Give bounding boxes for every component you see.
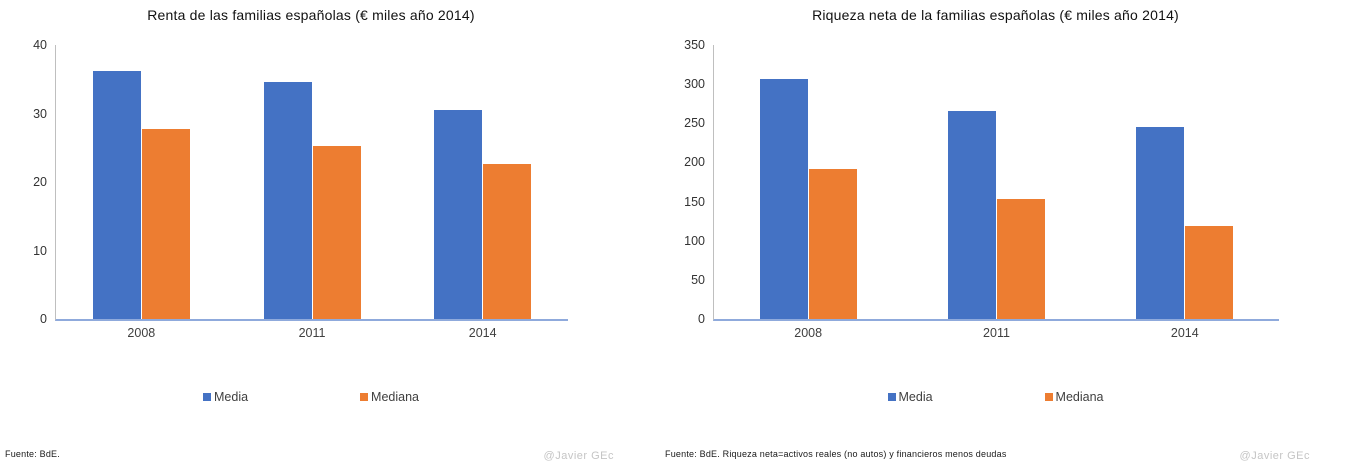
legend-swatch-media-icon	[887, 393, 896, 401]
bar-mediana-2014	[1185, 225, 1234, 319]
bar-mediana-2011	[996, 199, 1045, 319]
legend-swatch-media-icon	[203, 393, 211, 401]
bar-media-2008	[759, 79, 808, 319]
legend-swatch-mediana-icon	[360, 393, 369, 401]
y-axis-tick-labels: 0 10 20 30 40	[10, 38, 56, 326]
y-tick-label-200: 200	[684, 155, 705, 170]
bar-group-2008	[56, 45, 227, 319]
x-axis-tick-labels: 2008 2011 2014	[714, 326, 1279, 340]
x-tick-label-2008: 2008	[127, 326, 156, 340]
bar-media-2011	[947, 110, 996, 319]
legend-label-media: Media	[898, 390, 933, 404]
y-tick-label-150: 150	[684, 194, 705, 209]
bar-mediana-2011	[312, 146, 361, 319]
legend-label-media: Media	[214, 390, 249, 404]
y-tick-label-100: 100	[684, 233, 705, 248]
y-tick-label-350: 350	[684, 38, 705, 52]
x-tick-label-2011: 2011	[983, 326, 1010, 340]
bar-group-2014	[1091, 45, 1279, 319]
y-tick-label-50: 50	[691, 272, 705, 287]
y-tick-label-300: 300	[684, 77, 705, 92]
x-tick-label-2014: 2014	[1170, 326, 1199, 340]
y-tick-label-20: 20	[33, 175, 47, 189]
legend-renta: Media Mediana	[55, 390, 567, 404]
chart-title-riqueza: Riqueza neta de la familias españolas (€…	[812, 7, 1179, 23]
chart-title-renta: Renta de las familias españolas (€ miles…	[147, 7, 475, 23]
chart-panel-riqueza: Riqueza neta de la familias españolas (€…	[660, 0, 1353, 472]
legend-item-mediana: Mediana	[360, 390, 419, 404]
x-tick-label-2011: 2011	[298, 326, 326, 340]
bar-group-2008	[714, 45, 902, 319]
plot-area-renta: 0 10 20 30 40 2008 2011 2014	[33, 38, 568, 340]
y-tick-label-0: 0	[698, 312, 705, 326]
chart-panel-renta: Renta de las familias españolas (€ miles…	[0, 0, 676, 472]
y-tick-label-250: 250	[684, 116, 705, 131]
y-tick-label-30: 30	[33, 106, 47, 121]
bar-group-2011	[227, 45, 398, 319]
legend-item-mediana: Mediana	[1044, 390, 1104, 404]
bar-media-2014	[434, 110, 483, 319]
legend-item-media: Media	[203, 390, 248, 404]
legend-swatch-mediana-icon	[1044, 393, 1053, 401]
bar-mediana-2008	[141, 128, 190, 319]
x-tick-label-2008: 2008	[794, 326, 823, 340]
bar-media-2008	[92, 71, 141, 319]
bar-series-container	[714, 45, 1279, 319]
bar-media-2014	[1136, 127, 1185, 319]
source-note-renta: Fuente: BdE.	[5, 449, 60, 459]
credit-watermark-renta: @Javier GEc	[543, 450, 614, 462]
x-axis-tick-labels: 2008 2011 2014	[56, 326, 568, 340]
legend-item-media: Media	[887, 390, 933, 404]
bar-mediana-2008	[808, 169, 857, 319]
legend-label-mediana: Mediana	[1055, 390, 1104, 404]
y-tick-label-0: 0	[40, 312, 47, 326]
y-tick-label-10: 10	[33, 243, 47, 258]
bar-series-container	[56, 45, 568, 319]
y-axis-tick-labels: 0 50 100 150 200 250 300 350	[668, 38, 714, 326]
source-note-riqueza: Fuente: BdE. Riqueza neta=activos reales…	[665, 449, 1007, 459]
credit-watermark-riqueza: @Javier GEc	[1239, 450, 1310, 462]
bar-mediana-2014	[483, 163, 532, 319]
legend-riqueza: Media Mediana	[713, 390, 1278, 404]
legend-label-mediana: Mediana	[371, 390, 419, 404]
bar-media-2011	[263, 82, 312, 319]
bar-group-2014	[397, 45, 568, 319]
y-tick-label-40: 40	[33, 38, 47, 52]
x-tick-label-2014: 2014	[468, 326, 497, 340]
plot-area-riqueza: 0 50 100 150 200 250 300 350 2008 2011 2014	[684, 38, 1279, 340]
bar-group-2011	[902, 45, 1090, 319]
